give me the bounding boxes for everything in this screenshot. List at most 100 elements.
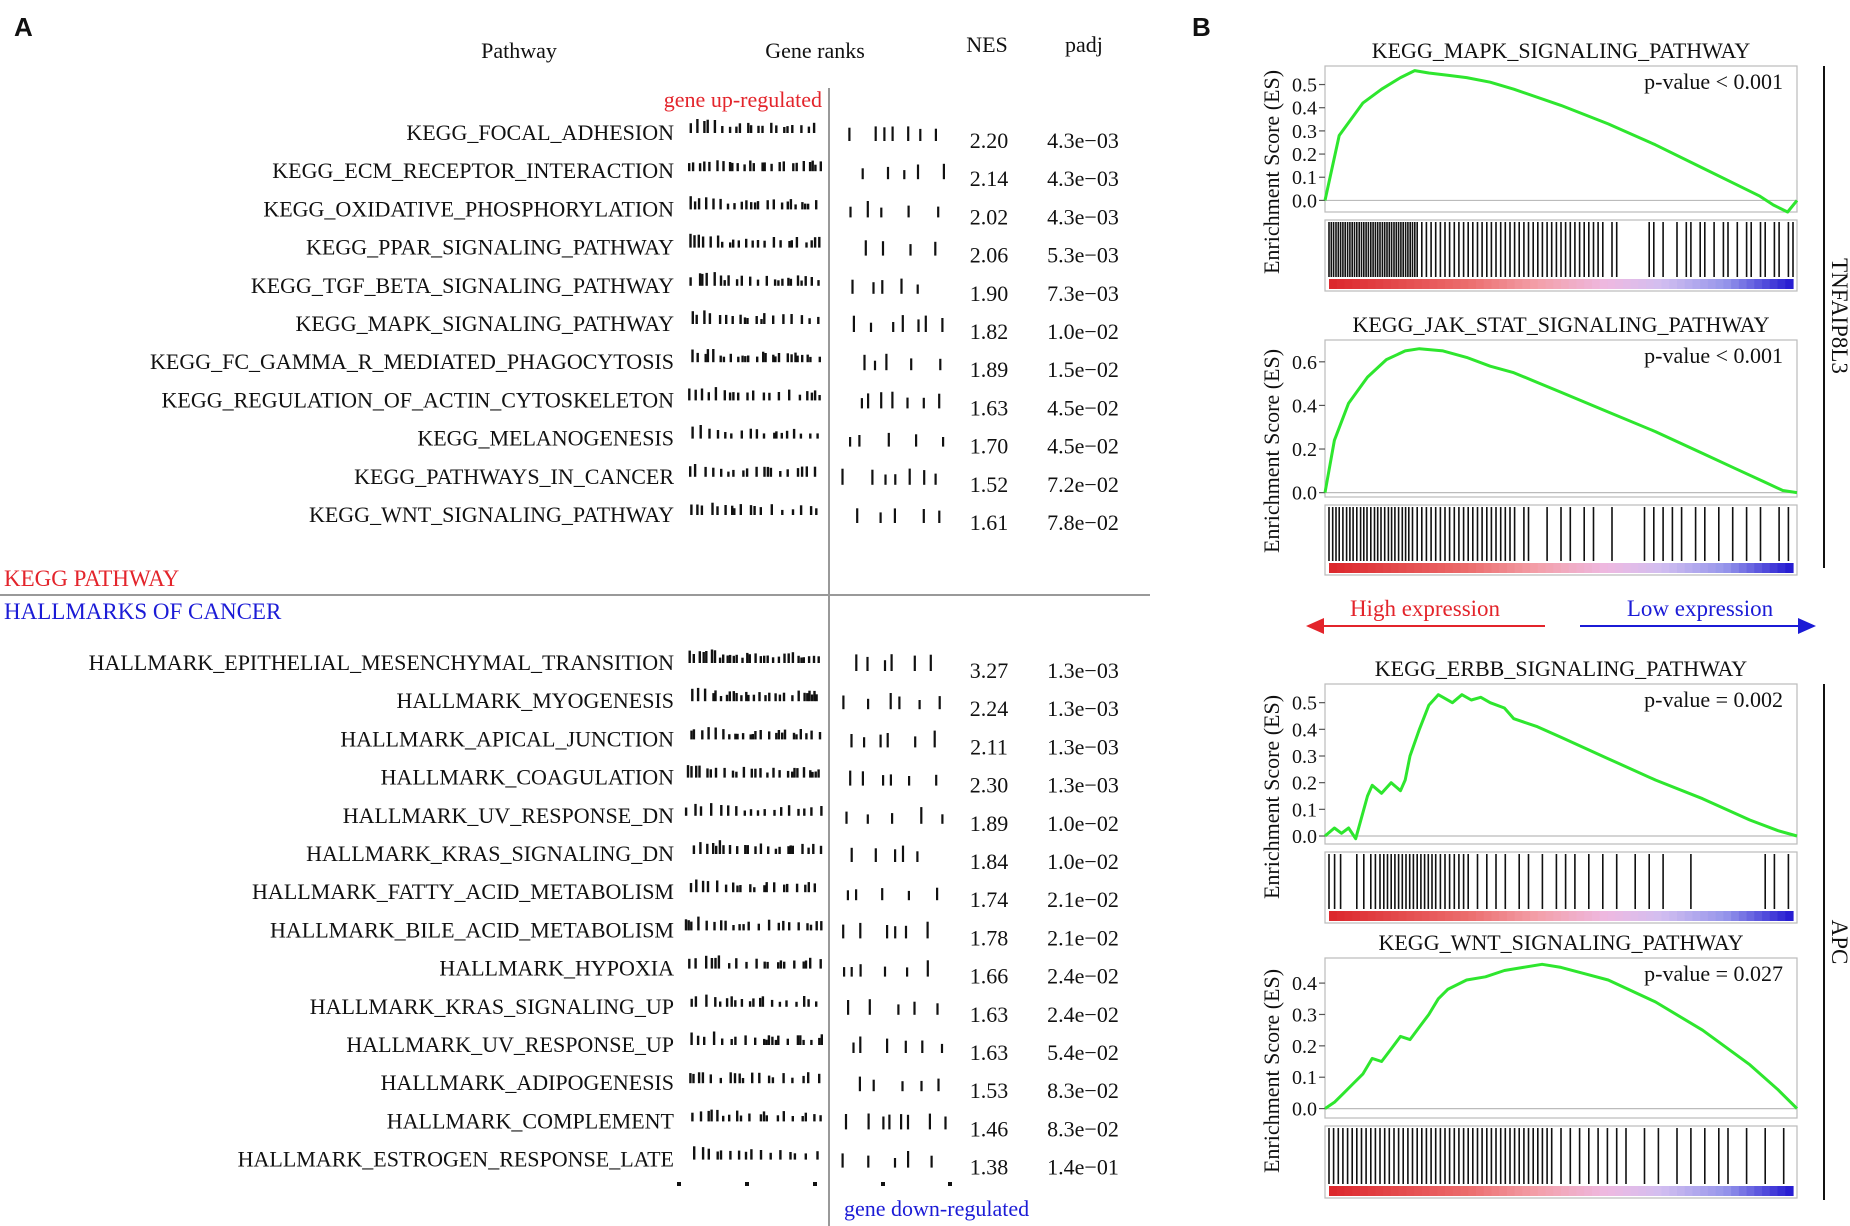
gene-rank-axis [677,1182,952,1186]
header-padj: padj [1065,32,1103,57]
p-value-annotation: p-value < 0.001 [1644,343,1783,368]
pathway-name: KEGG_PATHWAYS_IN_CANCER [354,464,674,489]
gene-rank-ticks [691,349,942,371]
nes-value: 1.84 [970,849,1009,874]
table-row: HALLMARK_KRAS_SIGNALING_UP 1.63 2.4e−02 [310,994,1119,1027]
table-row: HALLMARK_COMPLEMENT 1.46 8.3e−02 [387,1108,1119,1141]
p-value-annotation: p-value = 0.002 [1644,687,1783,712]
table-row: HALLMARK_BILE_ACID_METABOLISM 1.78 2.1e−02 [270,916,1119,950]
axis-tick [948,1182,952,1186]
nes-value: 2.11 [970,734,1008,759]
gene-rank-ticks [691,687,941,710]
pathway-name: HALLMARK_ADIPOGENESIS [381,1070,674,1095]
y-tick-label: 0.4 [1292,719,1317,741]
padj-value: 1.4e−01 [1047,1155,1119,1180]
hit-barcode-frame [1324,851,1798,924]
gene-rank-ticks [684,916,929,939]
hit-barcode-frame [1324,1125,1798,1199]
gene-rank-ticks [688,160,946,180]
panel-a: A Pathway Gene ranks NES padj gene up-re… [0,12,1150,1226]
y-tick-label: 0.4 [1292,973,1317,995]
down-regulated-label: gene down-regulated [844,1196,1029,1221]
gene-rank-ticks [690,994,939,1015]
pathway-name: HALLMARK_COAGULATION [381,765,674,790]
pathway-name: KEGG_MAPK_SIGNALING_PATHWAY [295,311,674,336]
header-nes: NES [966,32,1008,57]
gene-rank-ticks [689,272,919,294]
gene-rank-ticks [689,879,939,901]
y-tick-label: 0.3 [1292,121,1317,143]
hit-barcode-frame [1324,504,1798,576]
nes-value: 1.63 [970,395,1009,420]
ranking-heat-bar [1329,911,1794,921]
gene-rank-ticks [689,1072,940,1092]
pathway-name: KEGG_FOCAL_ADHESION [406,120,674,145]
gsea-title: KEGG_JAK_STAT_SIGNALING_PATHWAY [1352,312,1769,337]
pathway-name: HALLMARK_COMPLEMENT [387,1108,675,1133]
ranking-heat-bar [1329,1186,1794,1196]
nes-value: 1.38 [970,1155,1009,1180]
padj-value: 1.3e−03 [1047,773,1119,798]
table-row: HALLMARK_UV_RESPONSE_DN 1.89 1.0e−02 [343,803,1119,836]
padj-value: 1.5e−02 [1047,357,1119,382]
pathway-name: KEGG_TGF_BETA_SIGNALING_PATHWAY [251,273,674,298]
table-row: KEGG_OXIDATIVE_PHOSPHORYLATION 2.02 4.3e−0… [263,196,1119,229]
table-row: HALLMARK_EPITHELIAL_MESENCHYMAL_TRANSITI… [89,649,1119,683]
gene-rank-ticks [691,425,945,447]
nes-value: 2.14 [970,166,1009,191]
padj-value: 4.5e−02 [1047,395,1119,420]
header-gene-ranks: Gene ranks [765,38,865,63]
gsea-title: KEGG_ERBB_SIGNALING_PATHWAY [1375,656,1748,681]
nes-value: 1.89 [970,357,1009,382]
panel-b: B KEGG_MAPK_SIGNALING_PATHWAY0.50.40.30.… [1192,12,1850,1200]
padj-value: 1.3e−03 [1047,696,1119,721]
low-expression-arrowhead [1798,618,1816,634]
y-tick-label: 0.2 [1292,773,1317,795]
es-curve [1324,962,1799,1110]
padj-value: 4.3e−03 [1047,204,1119,229]
hallmark-section-label: HALLMARKS OF CANCER [4,599,282,624]
panel-a-letter: A [14,12,33,42]
padj-value: 4.3e−03 [1047,128,1119,153]
group-label-apc: APC [1827,920,1850,965]
pathway-name: HALLMARK_KRAS_SIGNALING_DN [306,841,674,866]
nes-value: 2.24 [970,696,1009,721]
es-curve [1323,69,1799,214]
gene-rank-ticks [692,840,919,862]
y-tick-label: 0.4 [1292,98,1317,120]
padj-value: 1.0e−02 [1047,849,1119,874]
nes-value: 1.78 [970,925,1009,950]
padj-value: 1.0e−02 [1047,319,1119,344]
nes-value: 1.61 [970,510,1009,535]
padj-value: 4.3e−03 [1047,166,1119,191]
y-tick-label: 0.2 [1292,1036,1317,1058]
gene-rank-ticks [690,502,941,523]
padj-value: 7.2e−02 [1047,472,1119,497]
y-axis-label: Enrichment Score (ES) [1259,969,1284,1173]
table-row: HALLMARK_HYPOXIA 1.66 2.4e−02 [439,955,1119,989]
table-row: KEGG_FC_GAMMA_R_MEDIATED_PHAGOCYTOSIS 1.8… [150,349,1119,382]
gene-rank-ticks [689,196,940,218]
table-row: HALLMARK_ESTROGEN_RESPONSE_LATE 1.38 1.4e−… [238,1146,1119,1180]
nes-value: 2.06 [970,243,1009,268]
nes-value: 1.90 [970,281,1009,306]
gsea-title: KEGG_MAPK_SIGNALING_PATHWAY [1372,38,1751,63]
y-tick-label: 0.0 [1292,1099,1317,1121]
pathway-name: HALLMARK_APICAL_JUNCTION [340,726,674,751]
hit-barcode-frame [1324,219,1798,292]
nes-value: 2.20 [970,128,1009,153]
pathway-table: KEGG_FOCAL_ADHESION 2.20 4.3e−03KEGG_ECM_R… [89,119,1119,1180]
pathway-name: HALLMARK_UV_RESPONSE_DN [343,803,674,828]
padj-value: 5.3e−03 [1047,243,1119,268]
gene-rank-ticks [686,765,938,786]
y-axis-label: Enrichment Score (ES) [1259,695,1284,899]
y-tick-label: 0.5 [1292,75,1317,97]
y-axis-label: Enrichment Score (ES) [1259,70,1284,274]
gsea-title: KEGG_WNT_SIGNALING_PATHWAY [1378,930,1743,955]
pathway-name: KEGG_OXIDATIVE_PHOSPHORYLATION [263,196,674,221]
padj-value: 2.4e−02 [1047,1002,1119,1027]
pathway-name: HALLMARK_UV_RESPONSE_UP [346,1032,674,1057]
axis-tick [677,1182,681,1186]
padj-value: 8.3e−02 [1047,1116,1119,1141]
gsea-plot: KEGG_MAPK_SIGNALING_PATHWAY0.50.40.30.20… [1259,38,1799,292]
